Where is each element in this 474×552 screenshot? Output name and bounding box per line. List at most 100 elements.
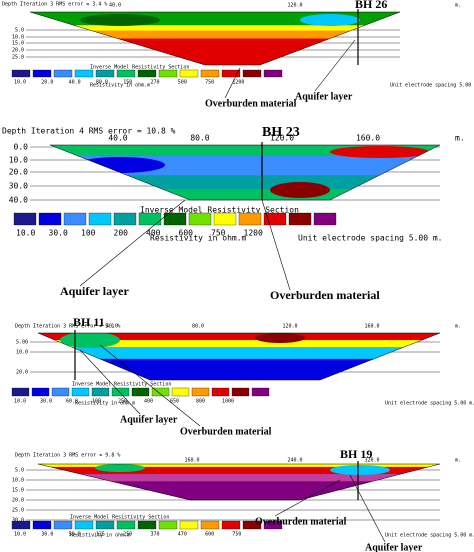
legend-swatch [242, 520, 262, 530]
legend-label: 100 [81, 229, 96, 238]
depth-label: 10.0 [16, 350, 28, 356]
depth-label: 20.0 [12, 498, 24, 504]
section-blob [330, 465, 390, 475]
depth-label: 15.0 [12, 488, 24, 494]
section-blob [95, 464, 145, 472]
resistivity-label: Resistivity in ohm.m [150, 234, 247, 243]
resistivity-panel: Depth Iteration 4 RMS error = 10.8 %40.0… [2, 125, 465, 302]
resistivity-section [50, 145, 440, 200]
legend-swatch [137, 520, 157, 530]
legend-label: 400 [146, 229, 161, 238]
legend-swatch [11, 520, 31, 530]
legend-swatch [211, 387, 230, 397]
legend-swatch [188, 212, 212, 226]
legend-label: 750 [232, 532, 241, 538]
section-outline [37, 463, 441, 501]
legend-label: 370 [151, 532, 160, 538]
depth-label: 25.0 [12, 55, 24, 61]
legend-swatch [74, 69, 94, 78]
spacing-label: Unit electrode spacing 5.00 m. [385, 401, 474, 407]
legend-label: 125 [96, 532, 105, 538]
section-layer [38, 464, 440, 468]
section-blob [330, 146, 430, 158]
legend-swatch [151, 387, 170, 397]
panel-header: Depth Iteration 3 RMS error = 5.1 % [15, 324, 120, 330]
unit-label: m. [455, 324, 461, 330]
legend-swatch [200, 69, 220, 78]
legend-swatch [63, 212, 87, 226]
x-tick-label: 160.0 [356, 134, 380, 143]
legend-swatch [95, 520, 115, 530]
unit-label: m. [455, 3, 461, 9]
x-tick-label: 120.0 [282, 324, 297, 330]
panel-header: Depth Iteration 3 RMS error = 3.4 % [2, 2, 107, 8]
section-layer [50, 175, 440, 190]
legend-swatch [263, 212, 287, 226]
panel-header: Depth Iteration 4 RMS error = 10.8 % [2, 127, 176, 136]
section-blob [75, 157, 165, 173]
borehole-label: BH 11 [73, 315, 105, 329]
x-tick-label: 240.0 [287, 458, 302, 464]
depth-label: 5.0 [15, 28, 24, 34]
legend-label: 400 [144, 399, 153, 405]
legend-swatch [13, 212, 37, 226]
annotation-pointer [79, 349, 141, 415]
section-blob [60, 333, 120, 348]
legend-swatch [158, 69, 178, 78]
x-tick-label: 40.0 [108, 134, 127, 143]
legend-swatch [138, 212, 162, 226]
legend-swatch [231, 387, 250, 397]
legend-label: 100 [92, 399, 101, 405]
section-blob [255, 333, 305, 343]
annotation: Aquifer layer [365, 542, 423, 552]
legend-swatch [53, 69, 73, 78]
section-layer [38, 474, 440, 482]
legend-swatch [213, 212, 237, 226]
legend-swatch [163, 212, 187, 226]
borehole-label: BH 23 [262, 125, 300, 140]
section-layer [30, 30, 400, 39]
spacing-label: Unit electrode spacing 5.00 m. [390, 83, 474, 89]
x-tick-label: 120.0 [270, 134, 294, 143]
legend-swatch [313, 212, 337, 226]
legend-label: 1200 [244, 229, 263, 238]
legend-swatch [91, 387, 110, 397]
depth-label: 30.0 [12, 518, 24, 524]
legend-label: 270 [151, 80, 160, 86]
legend-swatch [131, 387, 150, 397]
resistivity-section [30, 12, 400, 65]
legend-title: Inverse Model Resistivity Section [70, 515, 169, 521]
depth-label: 10.0 [12, 478, 24, 484]
section-layer [30, 25, 400, 32]
resistivity-panel: Depth Iteration 3 RMS error = 3.4 % 40.0 1… [2, 0, 474, 109]
annotation: Aquifer layer [120, 414, 178, 425]
legend-label: 750 [205, 80, 214, 86]
legend-swatch [116, 520, 136, 530]
legend-label: 50.0 [69, 532, 81, 538]
legend-swatch [53, 520, 73, 530]
legend-label: 30.0 [49, 229, 68, 238]
legend-label: 600 [179, 229, 194, 238]
legend-swatch [11, 69, 31, 78]
legend-label: 60.0 [66, 399, 78, 405]
depth-label: 5.0 [15, 468, 24, 474]
legend-swatch [11, 387, 30, 397]
resistivity-panel: Depth Iteration 3 RMS error = 9.8 % 160.0… [11, 447, 474, 552]
resistivity-panel: Depth Iteration 3 RMS error = 5.1 %40.0 8… [11, 315, 474, 437]
x-tick-label: 160.0 [364, 324, 379, 330]
depth-label: 10.0 [9, 156, 28, 165]
annotation: Aquifer layer [60, 284, 129, 298]
annotation-pointer [99, 344, 201, 427]
section-layer [38, 481, 440, 500]
x-tick-label: 80.0 [190, 134, 209, 143]
legend-swatch [263, 520, 283, 530]
panel-header: Depth Iteration 3 RMS error = 9.8 % [15, 453, 120, 459]
depth-label: 25.0 [12, 508, 24, 514]
legend-swatch [116, 69, 136, 78]
spacing-label: Unit electrode spacing 5.00 m. [385, 533, 474, 539]
legend-label: 10.0 [14, 399, 26, 405]
x-tick-label: 80.0 [192, 324, 204, 330]
legend-swatch [158, 520, 178, 530]
legend-label: 30.0 [41, 532, 53, 538]
legend-swatch [200, 520, 220, 530]
